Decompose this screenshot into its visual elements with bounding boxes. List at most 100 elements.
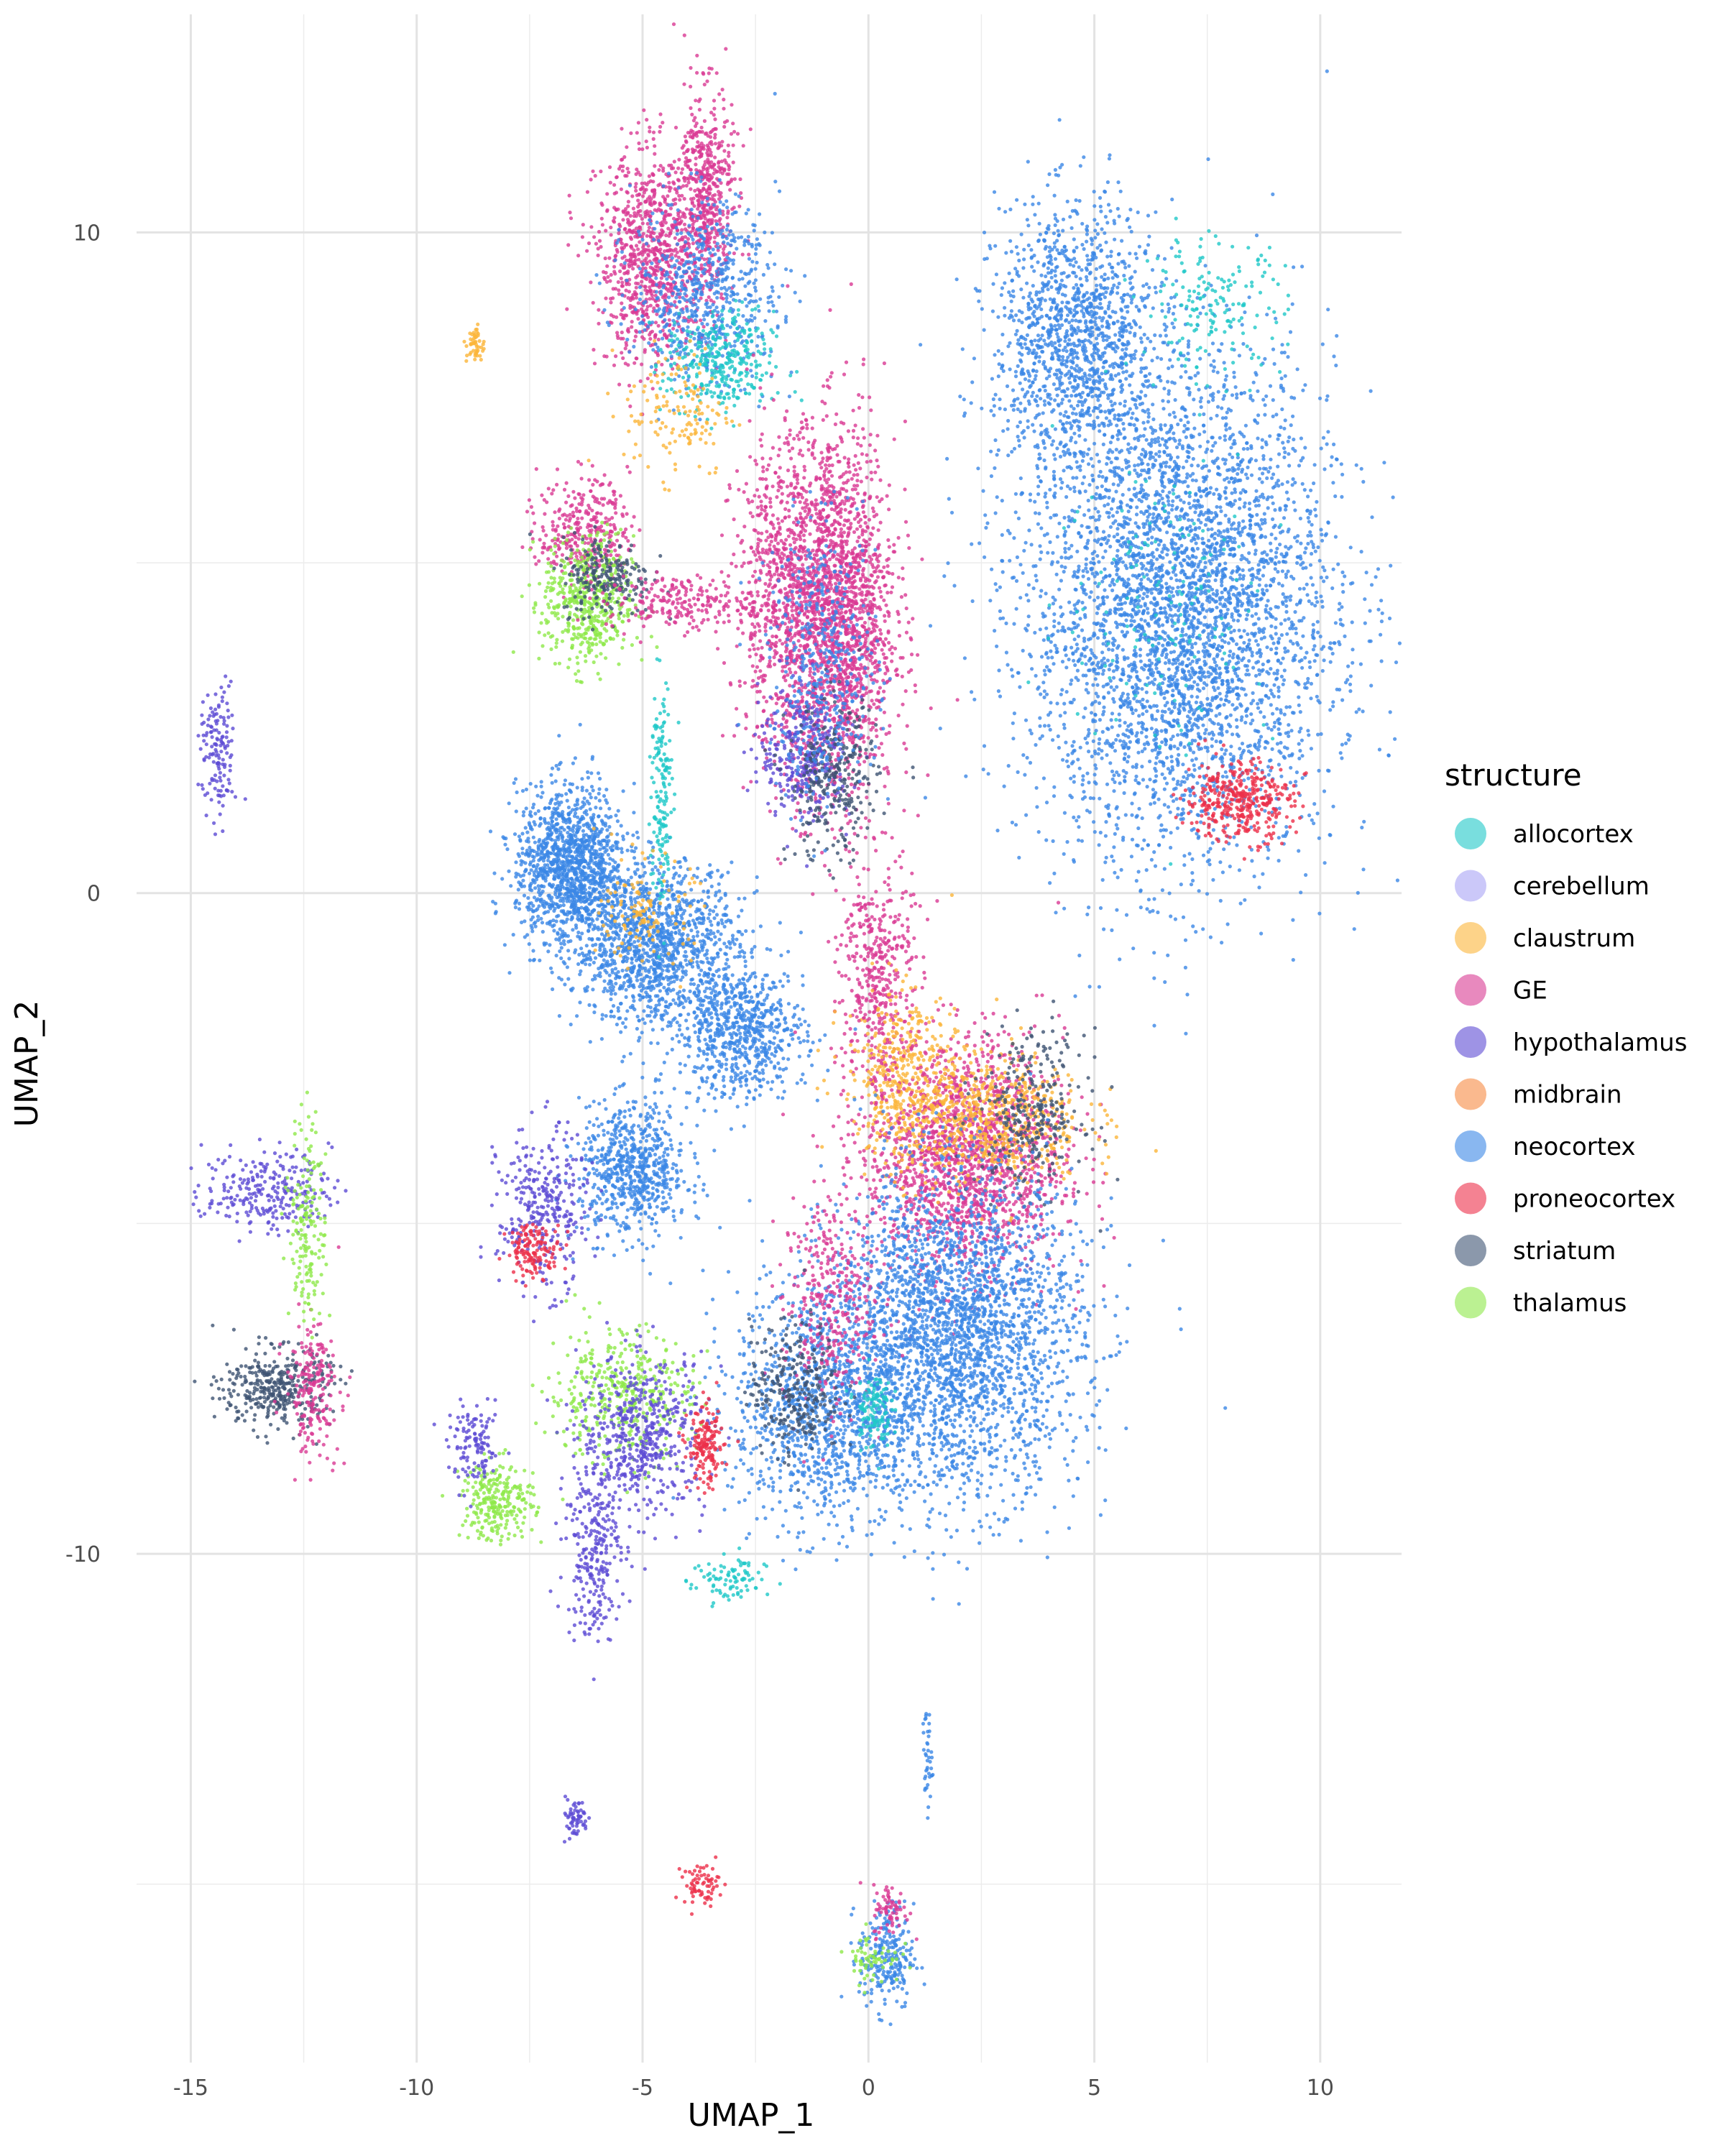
scatter-point — [1095, 554, 1099, 558]
scatter-point — [1003, 785, 1006, 788]
scatter-point — [1274, 647, 1278, 650]
scatter-point — [1055, 647, 1059, 650]
scatter-point — [1039, 558, 1042, 561]
scatter-point — [1310, 540, 1313, 543]
scatter-point — [1034, 674, 1038, 678]
scatter-point — [1135, 512, 1138, 516]
scatter-point — [1246, 600, 1250, 604]
scatter-point — [1177, 479, 1180, 482]
scatter-point — [1217, 704, 1220, 708]
scatter-point — [1152, 850, 1156, 854]
scatter-point — [1026, 756, 1029, 760]
scatter-point — [1261, 872, 1264, 876]
scatter-point — [1206, 791, 1210, 795]
scatter-point — [1178, 662, 1182, 665]
scatter-point — [1082, 588, 1085, 591]
scatter-point — [1276, 727, 1280, 731]
scatter-point — [1104, 805, 1108, 808]
scatter-point — [1164, 464, 1168, 468]
scatter-point — [1300, 459, 1303, 462]
scatter-point — [1110, 377, 1114, 381]
scatter-point — [1214, 579, 1218, 582]
scatter-point — [1153, 506, 1156, 510]
scatter-point — [1184, 492, 1187, 495]
scatter-point — [1060, 564, 1064, 568]
scatter-point — [1098, 701, 1101, 705]
scatter-point — [1029, 655, 1033, 658]
scatter-point — [1309, 563, 1312, 567]
scatter-point — [1259, 495, 1262, 499]
scatter-point — [1238, 577, 1242, 581]
scatter-point — [1254, 639, 1258, 642]
scatter-point — [1139, 617, 1143, 621]
scatter-point — [1139, 888, 1143, 892]
scatter-point — [1055, 573, 1059, 576]
scatter-point — [1133, 423, 1136, 427]
scatter-point — [1140, 469, 1144, 472]
scatter-point — [1229, 446, 1233, 449]
scatter-point — [1096, 596, 1100, 599]
scatter-point — [1254, 661, 1258, 665]
scatter-point — [1091, 464, 1095, 468]
scatter-point — [1210, 699, 1214, 702]
scatter-point — [1256, 702, 1259, 706]
scatter-point — [1138, 582, 1142, 586]
scatter-point — [1149, 648, 1152, 652]
scatter-point — [1120, 239, 1123, 243]
scatter-point — [1279, 741, 1282, 745]
scatter-point — [1018, 563, 1022, 566]
scatter-point — [1075, 576, 1079, 579]
scatter-point — [1330, 647, 1333, 650]
scatter-point — [1108, 364, 1112, 368]
scatter-point — [1148, 778, 1151, 781]
scatter-point — [1262, 566, 1266, 569]
scatter-point — [1124, 619, 1128, 622]
scatter-point — [1213, 511, 1217, 515]
scatter-point — [1069, 777, 1072, 780]
scatter-point — [1105, 595, 1109, 599]
scatter-point — [1273, 484, 1276, 488]
scatter-point — [1133, 792, 1136, 796]
scatter-point — [1182, 570, 1185, 573]
scatter-point — [1031, 391, 1035, 395]
scatter-point — [1135, 879, 1138, 883]
scatter-point — [1172, 349, 1176, 352]
scatter-point — [1072, 621, 1075, 625]
scatter-point — [1044, 492, 1047, 495]
scatter-point — [1087, 906, 1090, 909]
scatter-point — [1138, 648, 1142, 651]
scatter-point — [1112, 773, 1116, 777]
scatter-point — [1170, 678, 1174, 681]
scatter-point — [1098, 603, 1102, 607]
scatter-point — [1042, 441, 1046, 445]
scatter-point — [1077, 565, 1080, 568]
scatter-point — [1155, 704, 1159, 708]
scatter-point — [1321, 605, 1325, 609]
scatter-point — [1103, 433, 1106, 436]
scatter-point — [1197, 732, 1200, 735]
scatter-point — [1182, 670, 1185, 673]
scatter-point — [1108, 631, 1112, 635]
scatter-point — [1264, 694, 1268, 698]
scatter-point — [1245, 441, 1248, 445]
scatter-point — [1307, 814, 1311, 817]
scatter-point — [1261, 480, 1264, 484]
scatter-point — [1248, 638, 1251, 642]
scatter-point — [1258, 568, 1261, 572]
scatter-point — [1218, 692, 1222, 696]
scatter-point — [1165, 553, 1169, 556]
scatter-point — [1123, 520, 1126, 523]
scatter-point — [1110, 266, 1114, 270]
scatter-point — [1282, 602, 1285, 606]
scatter-point — [1230, 578, 1234, 581]
scatter-point — [1190, 883, 1193, 886]
scatter-point — [1190, 857, 1194, 861]
scatter-point — [1179, 498, 1182, 502]
scatter-point — [1205, 649, 1208, 653]
scatter-point — [1306, 534, 1310, 538]
scatter-point — [1075, 588, 1078, 591]
scatter-point — [1054, 266, 1058, 270]
scatter-point — [1183, 549, 1187, 553]
scatter-point — [1121, 703, 1125, 706]
scatter-point — [1222, 847, 1225, 851]
